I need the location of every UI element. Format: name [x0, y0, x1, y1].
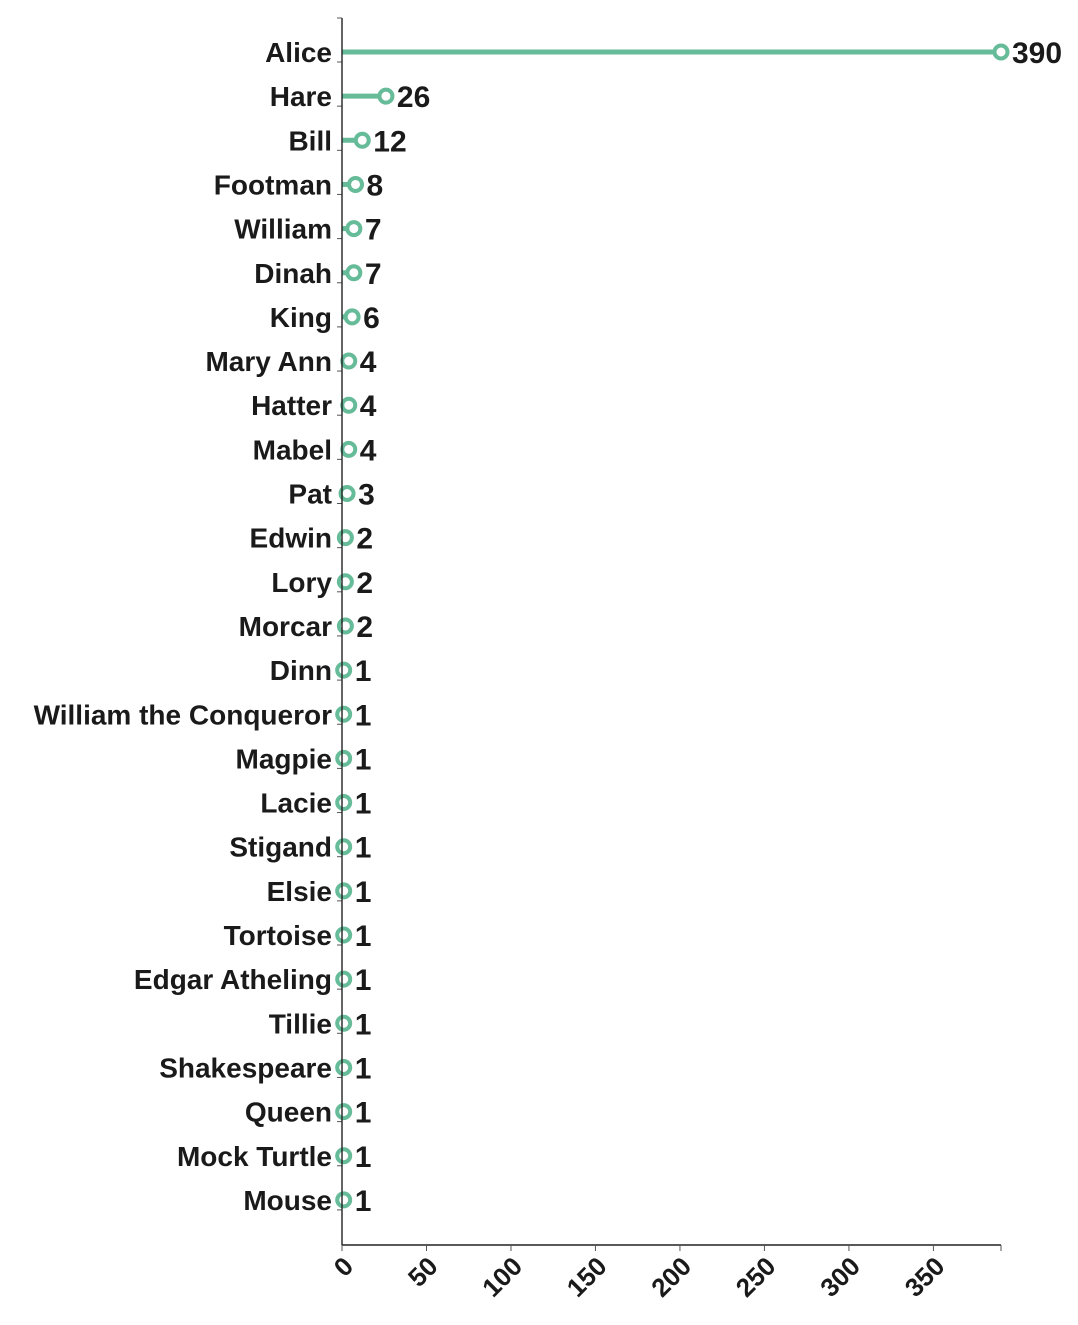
category-label: Stigand: [229, 832, 332, 863]
value-label: 1: [355, 1141, 372, 1174]
lollipop-point: [340, 440, 358, 458]
category-label: Edgar Atheling: [134, 964, 332, 995]
value-label: 7: [365, 258, 382, 291]
lollipop-point: [335, 838, 353, 856]
lollipop-point: [335, 661, 353, 679]
value-labels: 390 26 12 8 7 7 6 4 4 4 3 2 2 2 1 1 1 1 1 1 1 1 1 1 1 1 1: [355, 37, 1062, 1218]
category-label: Tillie: [269, 1008, 332, 1039]
category-label: Edwin: [250, 523, 332, 554]
value-label: 4: [360, 434, 377, 467]
lollipop-point: [335, 1058, 353, 1076]
value-label: 1: [355, 1097, 372, 1130]
category-label: Mary Ann: [205, 346, 332, 377]
lollipop-point: [338, 485, 356, 502]
lollipop-point: [335, 882, 353, 900]
value-label: 2: [356, 567, 373, 600]
lollipop-point: [353, 131, 371, 149]
value-label: 2: [356, 611, 373, 644]
category-label: Lacie: [260, 788, 332, 819]
category-label: Alice: [265, 37, 332, 68]
category-label: Bill: [288, 125, 332, 156]
value-label: 1: [355, 1185, 372, 1218]
lollipop-point: [335, 1147, 353, 1165]
category-label: King: [270, 302, 332, 333]
lollipop-point: [335, 794, 353, 812]
category-label: Hare: [270, 81, 332, 112]
value-label: 6: [363, 302, 380, 335]
lollipop-point: [336, 573, 354, 591]
x-tick-label: 350: [899, 1251, 951, 1303]
x-tick-label: 0: [328, 1251, 359, 1282]
x-tick-label: 150: [561, 1251, 613, 1303]
category-label: Lory: [271, 567, 332, 598]
lollipop-point: [335, 1014, 353, 1032]
value-label: 7: [365, 214, 382, 247]
lollipop-point: [347, 175, 365, 193]
chart-marks: [335, 43, 1010, 1211]
x-tick-label: 250: [730, 1251, 782, 1303]
lollipop-point: [992, 43, 1010, 61]
category-label: Mabel: [253, 434, 332, 465]
category-label: Mouse: [243, 1185, 332, 1216]
lollipop-point: [340, 352, 358, 370]
value-label: 8: [367, 169, 384, 202]
category-label: William: [234, 214, 332, 245]
category-label: Dinah: [254, 258, 332, 289]
value-label: 1: [355, 743, 372, 776]
category-label: Queen: [245, 1097, 332, 1128]
category-label: Dinn: [270, 655, 332, 686]
lollipop-point: [335, 970, 353, 988]
value-label: 4: [360, 346, 377, 379]
category-label: William the Conqueror: [34, 699, 333, 730]
lollipop-point: [345, 220, 363, 238]
value-label: 26: [397, 81, 430, 114]
x-tick-label: 50: [402, 1251, 444, 1293]
x-axis-ticks: 0 50 100 150 200 250 300 350: [328, 17, 1002, 1303]
value-label: 1: [355, 1052, 372, 1085]
category-label: Magpie: [236, 743, 332, 774]
category-label: Footman: [214, 169, 332, 200]
value-label: 1: [355, 964, 372, 997]
value-label: 1: [355, 920, 372, 953]
value-label: 1: [355, 655, 372, 688]
lollipop-point: [336, 529, 354, 547]
value-label: 390: [1012, 37, 1062, 70]
category-label: Hatter: [251, 390, 332, 421]
lollipop-point: [345, 264, 363, 282]
value-label: 1: [355, 1008, 372, 1041]
value-label: 4: [360, 390, 377, 423]
category-label: Morcar: [239, 611, 332, 642]
category-labels: Alice Hare Bill Footman William Dinah King Mary…: [34, 37, 333, 1216]
lollipop-point: [335, 705, 353, 723]
lollipop-point: [377, 87, 395, 105]
lollipop-point: [335, 1191, 353, 1209]
value-label: 12: [373, 125, 406, 158]
value-label: 1: [355, 788, 372, 821]
x-tick-label: 200: [645, 1251, 697, 1303]
lollipop-point: [335, 749, 353, 767]
category-label: Shakespeare: [159, 1052, 332, 1083]
value-label: 1: [355, 876, 372, 909]
category-label: Elsie: [267, 876, 332, 907]
lollipop-point: [343, 308, 361, 326]
value-label: 2: [356, 523, 373, 556]
x-tick-label: 100: [476, 1251, 528, 1303]
lollipop-point: [340, 396, 358, 414]
value-label: 1: [355, 699, 372, 732]
value-label: 3: [358, 479, 375, 512]
lollipop-point: [336, 617, 354, 635]
category-label: Mock Turtle: [177, 1141, 332, 1172]
category-label: Pat: [288, 479, 332, 510]
lollipop-point: [335, 926, 353, 944]
lollipop-point: [335, 1103, 353, 1121]
category-label: Tortoise: [224, 920, 332, 951]
x-tick-label: 300: [814, 1251, 866, 1303]
value-label: 1: [355, 832, 372, 865]
